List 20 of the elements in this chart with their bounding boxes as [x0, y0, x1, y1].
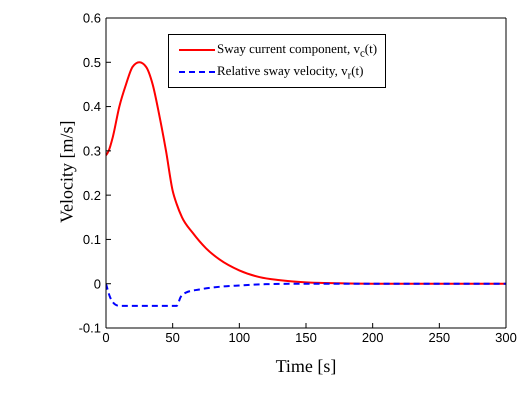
x-tick-label: 50 [165, 330, 180, 346]
y-tick-label: 0 [94, 276, 101, 292]
x-axis-title: Time [s] [276, 356, 336, 376]
x-tick-label: 100 [228, 330, 250, 346]
y-tick-label: 0.4 [82, 99, 101, 114]
x-tick-label: 300 [495, 330, 517, 346]
y-tick-label: 0.1 [82, 232, 101, 248]
line-series [106, 282, 506, 307]
y-tick-label: 0.6 [82, 10, 101, 26]
y-tick-label: 0.2 [82, 188, 101, 203]
x-tick-label: 150 [295, 330, 317, 346]
y-tick-label: 0.5 [82, 54, 101, 70]
legend-label: Sway current component, v$_{c}$(t) [217, 40, 378, 60]
x-tick-label: 200 [362, 330, 384, 346]
line-series [106, 61, 506, 285]
y-tick-label: -0.1 [78, 320, 101, 336]
legend-label: Relative sway velocity, v$_{r}$(t) [217, 62, 364, 82]
x-tick-label: 250 [428, 330, 450, 346]
y-axis-title: Velocity [m/s] [56, 120, 76, 223]
y-tick-label: 0.3 [82, 143, 101, 158]
